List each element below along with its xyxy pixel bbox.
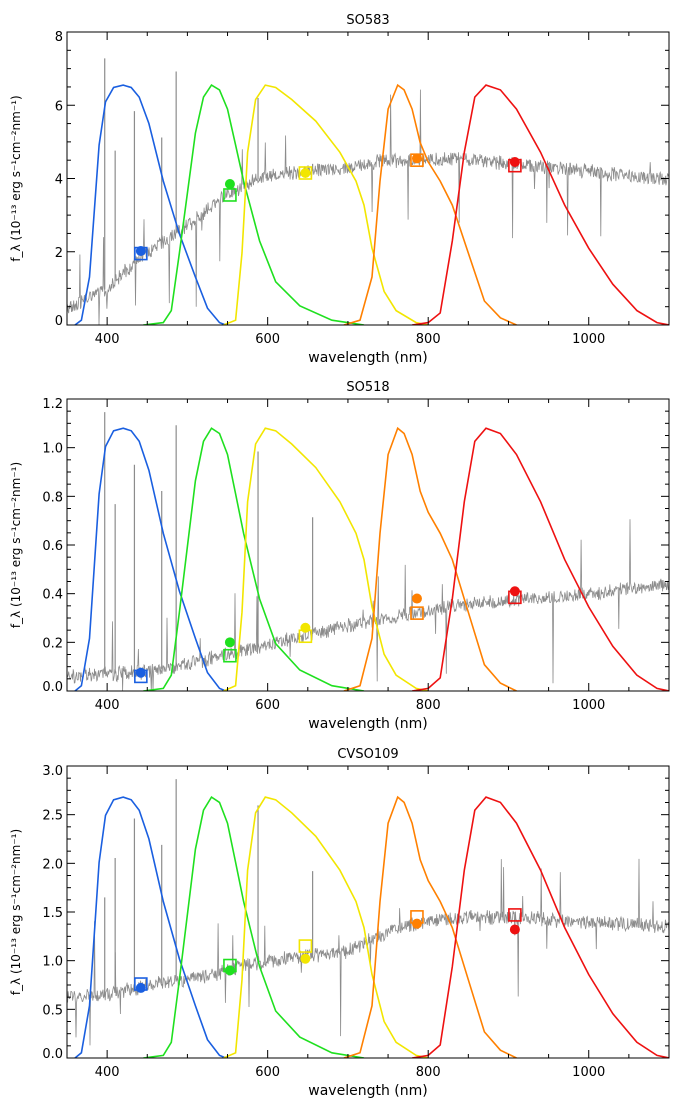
filter-curve-2: [223, 427, 429, 691]
x-tick-label: 800: [416, 1065, 441, 1080]
y-tick-label: 2.0: [42, 857, 63, 872]
y-tick-label: 0.6: [42, 539, 63, 554]
y-tick-label: 1.5: [42, 906, 63, 921]
chart-title: CVSO109: [337, 747, 398, 762]
y-tick-label: 0.4: [42, 588, 63, 603]
photometry-point-I: [411, 918, 422, 929]
x-axis-label: wavelength (nm): [308, 350, 427, 366]
spectrum-line: [67, 858, 669, 1046]
photometry-square-V: [223, 648, 237, 663]
photometry-point-B: [135, 982, 146, 993]
photometry-point-J: [509, 586, 520, 597]
x-tick-label: 1000: [572, 332, 605, 347]
photometry-square-R: [298, 939, 313, 953]
y-tick-label: 1.0: [42, 442, 63, 457]
filter-curve-3: [343, 795, 517, 1058]
photometry-point-B: [135, 667, 146, 678]
axes-frame: [66, 765, 670, 1059]
photometry-point-R: [300, 622, 311, 633]
axes-frame: [66, 398, 670, 692]
x-tick-label: 600: [255, 1065, 280, 1080]
y-axis-label: f_λ (10⁻¹³ erg s⁻¹cm⁻²nm⁻¹): [9, 829, 23, 995]
x-axis-label: wavelength (nm): [308, 716, 427, 732]
x-tick-label: 800: [416, 332, 441, 347]
y-tick-label: 0.5: [42, 1003, 63, 1018]
spectrum-line: [67, 89, 669, 325]
y-tick-label: 3.0: [42, 764, 63, 779]
filter-curve-0: [74, 84, 227, 325]
chart-title: SO518: [346, 380, 389, 395]
photometry-point-J: [509, 157, 520, 168]
panel-2: 400 600 800 1000 0.0 0.5 1.0 1.5 2.0 2.5 3.0 CVSO10…: [9, 747, 670, 1099]
panel-1: 400 600 800 1000 0.0 0.2 0.4 0.6 0.8 1.0 1.2 SO518 w…: [9, 380, 670, 732]
photometry-point-J: [509, 924, 520, 935]
y-tick-label: 6: [55, 99, 63, 114]
photometry-point-B: [135, 246, 146, 257]
photometry-point-V: [224, 965, 235, 976]
photometry-square-J: [508, 908, 522, 922]
chart-title: SO583: [346, 13, 389, 28]
photometry-point-I: [411, 153, 422, 164]
plot-area: [67, 779, 669, 1058]
photometry-point-V: [224, 637, 235, 648]
photometry-point-I: [411, 593, 422, 604]
y-tick-label: 4: [55, 173, 63, 188]
axes-frame: [66, 31, 670, 326]
y-tick-label: 0.0: [42, 1047, 63, 1062]
filter-curve-3: [343, 426, 517, 691]
y-axis-label: f_λ (10⁻¹³ erg s⁻¹cm⁻²nm⁻¹): [9, 95, 23, 261]
y-tick-label: 0.8: [42, 490, 63, 505]
y-tick-label: 0: [55, 314, 63, 329]
y-tick-label: 2: [55, 246, 63, 261]
y-tick-label: 0.2: [42, 636, 63, 651]
plot-area: [67, 58, 669, 325]
filter-curve-1: [143, 795, 365, 1058]
photometry-square-I: [410, 606, 424, 620]
filter-curve-2: [223, 84, 429, 325]
x-tick-label: 400: [95, 698, 120, 713]
x-tick-label: 400: [95, 332, 120, 347]
filter-curve-4: [411, 84, 669, 325]
y-tick-label: 1.2: [42, 397, 63, 412]
x-tick-label: 400: [95, 1065, 120, 1080]
x-axis-label: wavelength (nm): [308, 1083, 427, 1099]
filter-curve-1: [143, 84, 365, 325]
filter-curve-0: [74, 796, 227, 1058]
x-tick-label: 600: [255, 332, 280, 347]
photometry-point-V: [224, 178, 235, 189]
photometry-square-R: [298, 166, 313, 180]
x-tick-label: 1000: [572, 1065, 605, 1080]
x-tick-label: 800: [416, 698, 441, 713]
panel-0: 400 600 800 1000 0 2 4 6 8 SO583 wavelength (nm) f_…: [9, 13, 670, 366]
y-axis-label: f_λ (10⁻¹³ erg s⁻¹cm⁻²nm⁻¹): [9, 462, 23, 628]
spectrum-line: [67, 519, 669, 691]
photometry-point-R: [300, 953, 311, 964]
x-tick-label: 1000: [572, 698, 605, 713]
filter-curve-2: [223, 796, 429, 1058]
y-tick-label: 8: [55, 30, 63, 45]
photometry-point-R: [300, 168, 311, 179]
filter-curve-4: [411, 427, 669, 691]
y-tick-label: 2.5: [42, 809, 63, 824]
y-tick-label: 0.0: [42, 680, 63, 695]
filter-curve-3: [343, 83, 517, 325]
x-tick-label: 600: [255, 698, 280, 713]
filter-curve-0: [74, 427, 227, 691]
filter-curve-4: [411, 796, 669, 1058]
y-tick-label: 1.0: [42, 955, 63, 970]
filter-curve-1: [143, 427, 365, 691]
plot-area: [67, 412, 669, 691]
